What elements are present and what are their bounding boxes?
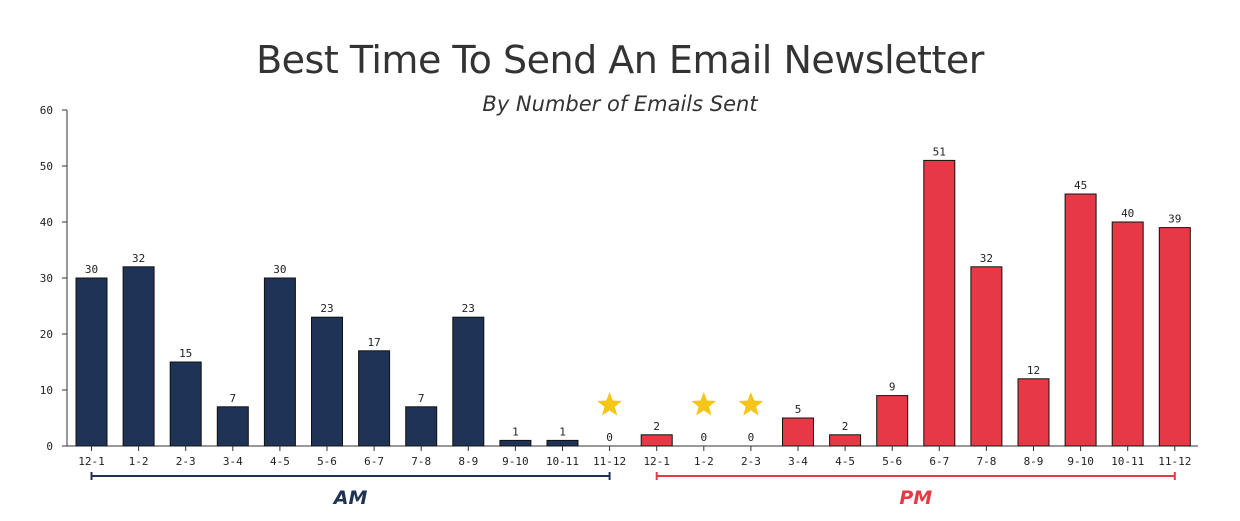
x-tick-label: 12-1	[643, 455, 670, 468]
x-tick-label: 9-10	[1067, 455, 1094, 468]
chart-subtitle: By Number of Emails Sent	[482, 92, 758, 116]
data-label: 23	[462, 302, 475, 315]
x-tick-label: 2-3	[176, 455, 196, 468]
x-tick-label: 1-2	[694, 455, 714, 468]
x-tick-label: 2-3	[741, 455, 761, 468]
x-tick-label: 8-9	[458, 455, 478, 468]
data-label: 23	[320, 302, 333, 315]
y-tick-label: 10	[40, 384, 53, 397]
star-icon	[597, 392, 622, 416]
x-tick-label: 5-6	[317, 455, 337, 468]
bar	[499, 439, 532, 447]
bar	[169, 361, 202, 447]
x-tick-label: 11-12	[1158, 455, 1191, 468]
bar	[1158, 227, 1191, 447]
y-tick-label: 40	[40, 216, 53, 229]
bar	[358, 350, 391, 447]
x-tick-label: 1-2	[129, 455, 149, 468]
bar	[546, 439, 579, 447]
x-tick-label: 9-10	[502, 455, 529, 468]
chart-title: Best Time To Send An Email Newsletter	[256, 38, 984, 82]
bar	[1111, 221, 1144, 447]
data-label: 1	[512, 425, 519, 438]
bar	[75, 277, 108, 447]
bar	[452, 316, 485, 447]
data-label: 40	[1121, 207, 1134, 220]
data-label: 0	[606, 431, 613, 444]
group-label-pm: PM	[899, 487, 932, 509]
data-label: 39	[1168, 213, 1181, 226]
x-tick-label: 7-8	[411, 455, 431, 468]
data-label: 12	[1027, 364, 1040, 377]
x-tick-label: 5-6	[882, 455, 902, 468]
bar	[923, 159, 956, 447]
data-label: 2	[842, 420, 849, 433]
data-label: 45	[1074, 179, 1087, 192]
x-tick-label: 10-11	[1111, 455, 1144, 468]
y-tick-label: 50	[40, 160, 53, 173]
data-label: 1	[559, 425, 566, 438]
y-tick-label: 0	[46, 440, 53, 453]
y-tick-label: 20	[40, 328, 53, 341]
data-label: 0	[748, 431, 755, 444]
data-label: 32	[980, 252, 993, 265]
x-tick-label: 7-8	[976, 455, 996, 468]
data-label: 7	[418, 392, 425, 405]
x-tick-label: 4-5	[835, 455, 855, 468]
x-tick-label: 3-4	[788, 455, 808, 468]
x-tick-label: 4-5	[270, 455, 290, 468]
x-tick-label: 6-7	[364, 455, 384, 468]
y-tick-label: 30	[40, 272, 53, 285]
x-tick-label: 3-4	[223, 455, 243, 468]
group-label-am: AM	[332, 487, 368, 509]
x-tick-label: 6-7	[929, 455, 949, 468]
data-label: 32	[132, 252, 145, 265]
data-label: 7	[229, 392, 236, 405]
data-label: 9	[889, 381, 896, 394]
data-label: 51	[933, 145, 946, 158]
data-label: 5	[795, 403, 802, 416]
bar	[311, 316, 343, 447]
bar	[970, 266, 1003, 447]
data-label: 15	[179, 347, 192, 360]
bar	[829, 434, 862, 447]
data-label: 2	[653, 420, 660, 433]
data-label: 0	[700, 431, 707, 444]
bar	[782, 417, 814, 447]
data-label: 30	[85, 263, 98, 276]
bar	[122, 266, 155, 447]
bar	[1017, 378, 1050, 447]
x-tick-label: 12-1	[78, 455, 105, 468]
bar	[263, 277, 296, 447]
y-tick-label: 60	[40, 104, 53, 117]
star-icon	[691, 392, 717, 416]
bar	[640, 434, 673, 447]
x-tick-label: 8-9	[1024, 455, 1044, 468]
bar	[876, 395, 909, 447]
bar	[216, 406, 249, 447]
bar	[405, 406, 438, 447]
x-tick-label: 11-12	[593, 455, 626, 468]
star-icon	[738, 392, 764, 416]
bar	[1064, 193, 1097, 447]
data-label: 17	[367, 336, 380, 349]
data-label: 30	[273, 263, 286, 276]
x-tick-label: 10-11	[546, 455, 579, 468]
